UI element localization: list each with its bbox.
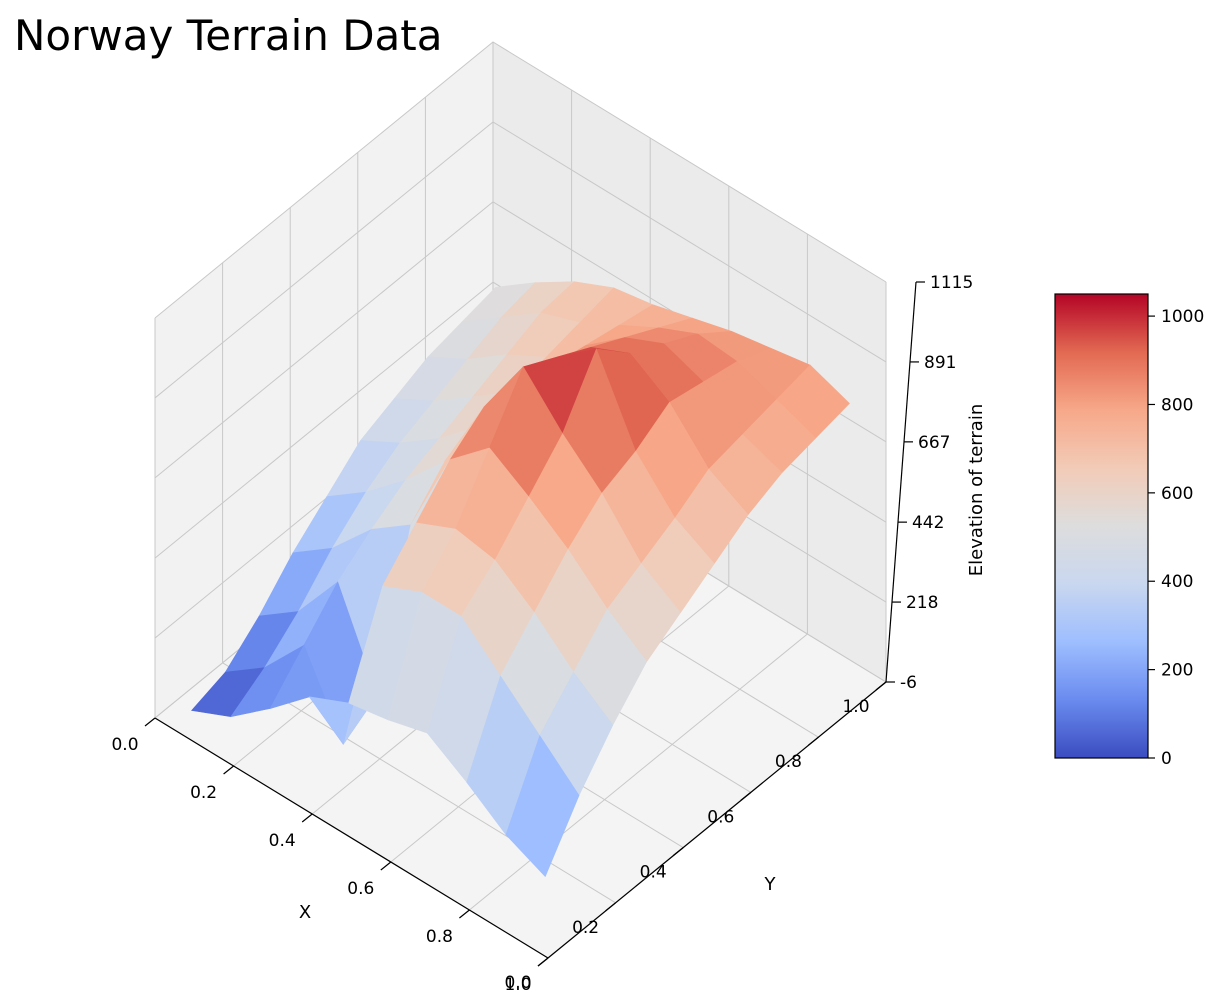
terrain-surface <box>190 281 850 878</box>
colorbar-tick-label: 0 <box>1161 749 1172 769</box>
z-axis-line <box>885 281 917 683</box>
z-tick-label: 891 <box>924 353 956 373</box>
y-tick <box>808 736 819 746</box>
y-tick-label: 0.4 <box>640 863 667 883</box>
x-tick-label: 0.0 <box>111 735 138 755</box>
y-axis-line <box>547 681 887 959</box>
x-tick <box>459 909 470 919</box>
x-axis-label: X <box>299 902 311 923</box>
y-tick-label: 0.0 <box>504 973 531 993</box>
gridline-z <box>154 121 887 399</box>
colorbar: 0 200 400 600 800 1000 <box>1054 293 1204 769</box>
x-tick-label: 0.6 <box>347 879 374 899</box>
x-tick-label: 0.8 <box>426 927 453 947</box>
y-axis-label: Y <box>764 874 777 895</box>
y-tick-label: 1.0 <box>842 697 869 717</box>
y-tick-label: 0.6 <box>707 807 734 827</box>
colorbar-tick-label: 600 <box>1161 484 1193 504</box>
pane-left <box>155 42 493 718</box>
y-tick <box>875 681 887 691</box>
x-axis-line <box>154 717 549 959</box>
y-tick <box>537 957 549 967</box>
z-tick-label: 667 <box>918 433 950 453</box>
colorbar-tick-label: 1000 <box>1161 307 1204 327</box>
colorbar-tick-label: 400 <box>1161 572 1193 592</box>
z-tick-label: 218 <box>906 593 938 613</box>
x-tick <box>223 765 234 775</box>
colorbar-tick-label: 800 <box>1161 395 1193 415</box>
surface-cell <box>505 735 580 878</box>
y-tick <box>740 791 752 801</box>
colorbar-tick-label: 200 <box>1161 661 1193 681</box>
z-tick-label: 1115 <box>930 273 973 293</box>
chart-title: Norway Terrain Data <box>14 11 443 60</box>
z-tick-label: 442 <box>912 513 944 533</box>
y-tick-label: 0.2 <box>572 918 599 938</box>
axes: 0.00.20.40.60.81.00.00.20.40.60.81.0-621… <box>111 273 973 995</box>
x-tick <box>144 717 156 727</box>
y-tick <box>605 902 616 912</box>
x-tick <box>301 813 313 823</box>
x-tick-label: 0.4 <box>269 831 296 851</box>
gridline-z <box>154 41 887 319</box>
y-tick-label: 0.8 <box>775 752 802 772</box>
x-tick-label: 0.2 <box>190 783 217 803</box>
y-tick <box>672 847 684 857</box>
x-tick-label: 1.0 <box>504 975 531 995</box>
colorbar-bar <box>1054 293 1149 759</box>
x-tick <box>380 861 392 871</box>
z-axis-label: Elevation of terrain <box>966 404 987 576</box>
z-tick-label: -6 <box>900 673 917 693</box>
